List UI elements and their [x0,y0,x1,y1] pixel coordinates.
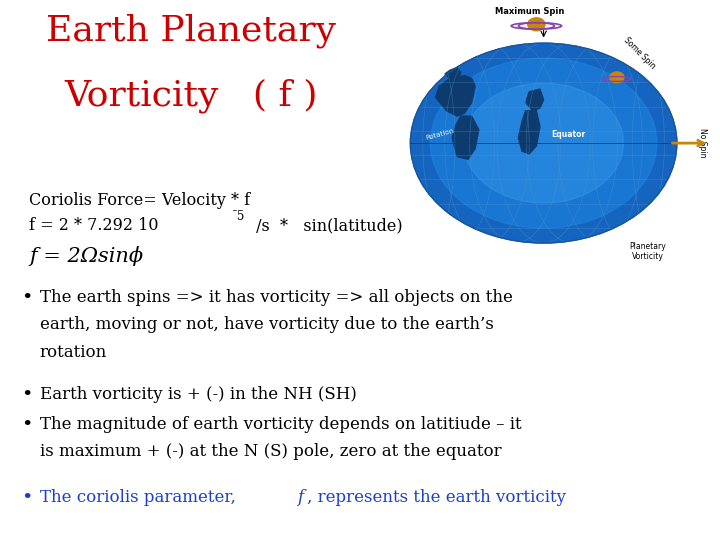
Text: •: • [22,386,33,404]
Polygon shape [445,68,461,78]
Text: Coriolis Force= Velocity * f: Coriolis Force= Velocity * f [29,192,250,208]
Text: /s  *   sin(latitude): /s * sin(latitude) [251,217,402,234]
Text: Earth vorticity is + (-) in the NH (SH): Earth vorticity is + (-) in the NH (SH) [40,386,356,403]
Text: f: f [297,489,304,505]
Text: The coriolis parameter,: The coriolis parameter, [40,489,240,505]
Circle shape [410,43,677,243]
Text: earth, moving or not, have vorticity due to the earth’s: earth, moving or not, have vorticity due… [40,316,493,334]
Text: Equator: Equator [551,130,585,139]
Text: The magnitude of earth vorticity depends on latitiude – it: The magnitude of earth vorticity depends… [40,416,521,433]
Text: Rotation: Rotation [425,128,454,141]
Circle shape [610,72,624,83]
Text: ¯5: ¯5 [232,210,246,223]
Text: , represents the earth vorticity: , represents the earth vorticity [307,489,567,505]
Polygon shape [436,76,475,116]
Circle shape [431,58,657,228]
Text: is maximum + (-) at the N (S) pole, zero at the equator: is maximum + (-) at the N (S) pole, zero… [40,443,501,461]
Text: The earth spins => it has vorticity => all objects on the: The earth spins => it has vorticity => a… [40,289,513,306]
Text: Maximum Spin: Maximum Spin [495,6,564,16]
Text: Earth Planetary: Earth Planetary [46,14,336,48]
Polygon shape [526,89,544,111]
Circle shape [528,18,545,31]
Text: •: • [22,416,33,434]
Text: f = 2 * 7.292 10: f = 2 * 7.292 10 [29,217,158,234]
Text: f = 2Ωsinϕ: f = 2Ωsinϕ [29,246,143,266]
Text: •: • [22,289,33,307]
Circle shape [464,83,624,203]
Text: Vorticity   ( f ): Vorticity ( f ) [64,78,318,113]
Polygon shape [518,111,540,154]
Text: Planetary
Vorticity: Planetary Vorticity [629,242,667,261]
Polygon shape [452,116,479,159]
Text: No Spin: No Spin [698,129,706,158]
Text: rotation: rotation [40,344,107,361]
Text: Some Spin: Some Spin [622,35,657,70]
Text: •: • [22,489,33,507]
